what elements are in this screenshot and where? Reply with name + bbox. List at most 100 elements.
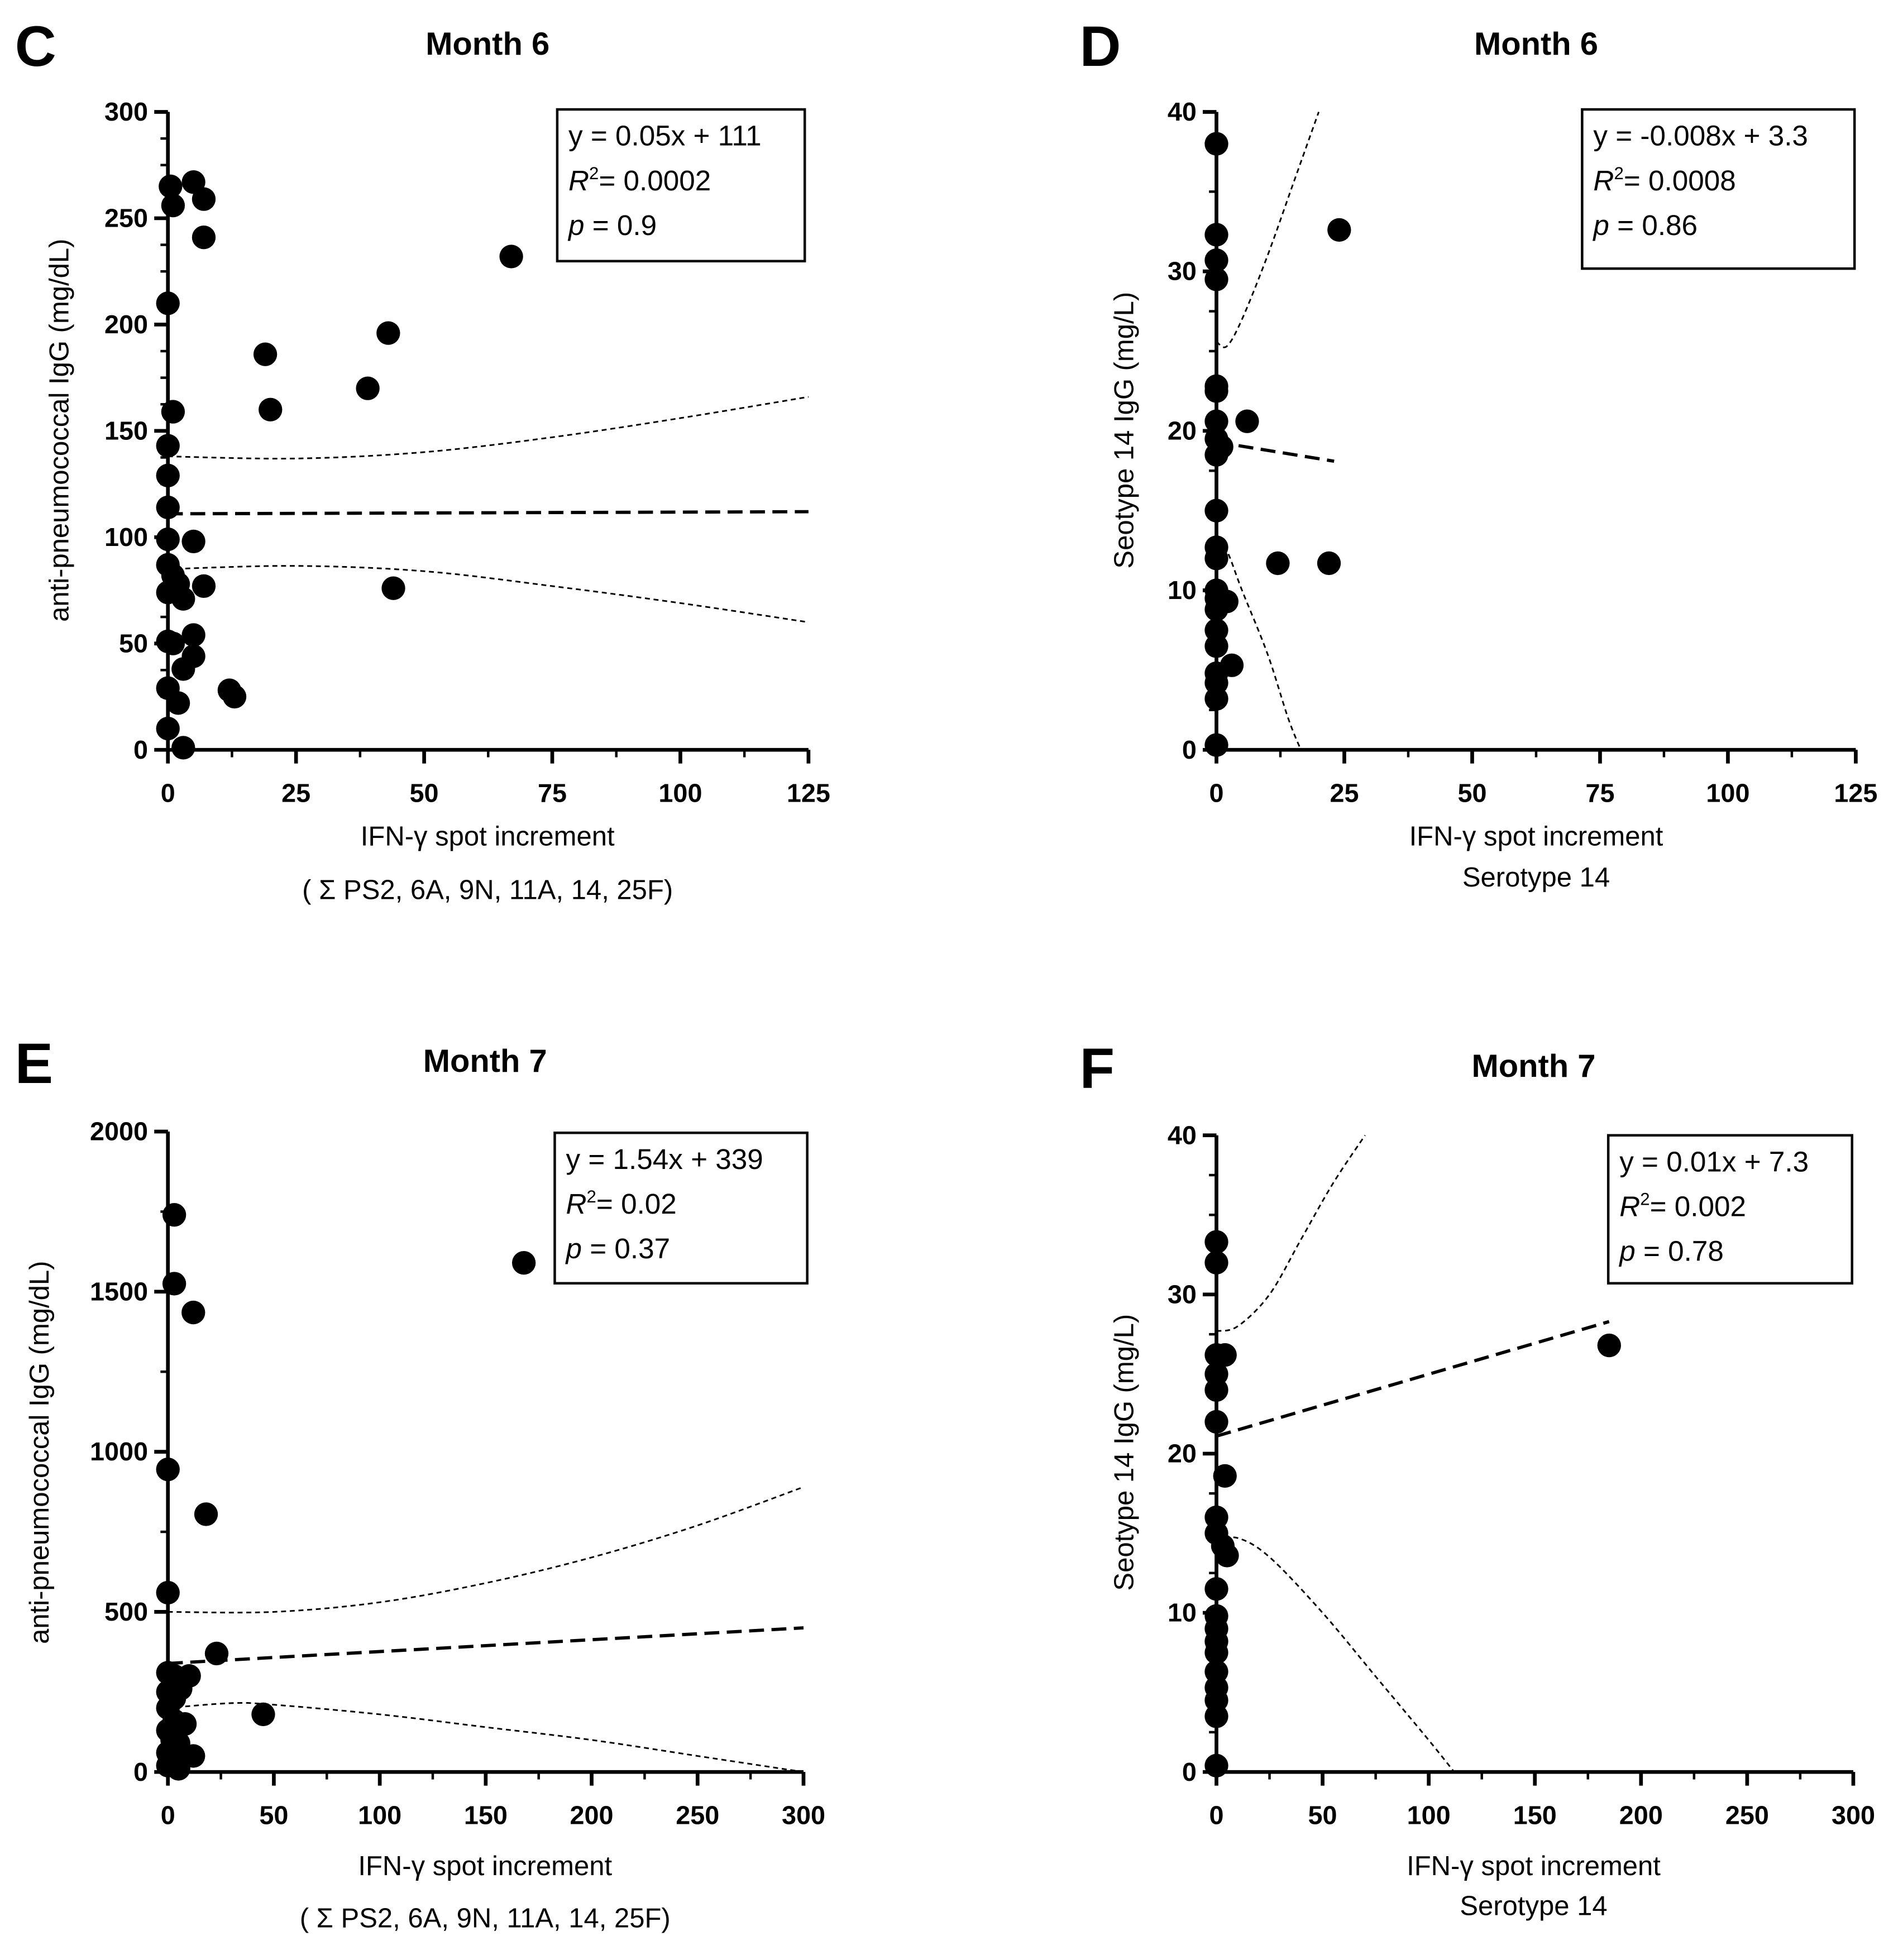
data-point [161, 631, 185, 655]
x-tick-label: 0 [161, 779, 175, 808]
panel-letter: C [15, 13, 56, 79]
data-point [204, 1641, 229, 1666]
r-sup: 2 [589, 162, 599, 183]
data-point [1204, 409, 1228, 433]
ci-lower-curve [168, 1702, 804, 1773]
x-axis-label: IFN-γ spot increment [1409, 821, 1663, 852]
p-value: 0.9 [616, 209, 657, 242]
r-sup: 2 [586, 1186, 596, 1206]
data-point [156, 463, 180, 487]
data-point [1204, 1704, 1228, 1728]
data-point [356, 376, 380, 400]
x-tick-label: 100 [358, 1801, 401, 1830]
data-point [161, 193, 185, 218]
data-point [156, 716, 180, 741]
data-point [376, 321, 400, 345]
y-tick-label: 2000 [90, 1117, 148, 1146]
data-point [181, 170, 205, 194]
y-tick-label: 100 [104, 523, 148, 552]
data-point [156, 1457, 180, 1482]
x-tick-label: 0 [1209, 1801, 1223, 1830]
y-tick-label: 20 [1168, 416, 1197, 445]
data-point [156, 527, 180, 552]
x-axis-sublabel: Serotype 14 [1462, 861, 1610, 893]
eq-sign: = [599, 164, 624, 197]
data-point [499, 245, 523, 269]
eq-sign: = [590, 1232, 615, 1265]
regression-line [1216, 440, 1335, 463]
x-tick-label: 125 [1834, 779, 1877, 808]
x-tick-label: 300 [1832, 1801, 1875, 1830]
x-tick-label: 150 [464, 1801, 508, 1830]
r-symbol: R [568, 164, 589, 197]
r-symbol: R [1593, 164, 1614, 197]
data-point [1204, 248, 1228, 272]
y-tick-label: 0 [1182, 735, 1197, 764]
x-tick-label: 50 [259, 1801, 288, 1830]
p-value: 0.86 [1642, 209, 1698, 242]
data-point [181, 1300, 205, 1325]
data-point [253, 342, 278, 366]
data-point [1204, 1577, 1228, 1601]
data-point [159, 174, 183, 198]
data-point [156, 495, 180, 520]
data-point [1204, 499, 1228, 523]
r-squared-value: 0.0008 [1648, 164, 1736, 197]
data-point [156, 1753, 180, 1777]
y-tick-label: 10 [1168, 576, 1197, 605]
y-tick-label: 40 [1168, 97, 1197, 126]
data-point [1204, 132, 1228, 156]
x-tick-label: 150 [1513, 1801, 1557, 1830]
data-point [1204, 267, 1228, 291]
x-tick-label: 25 [1330, 779, 1359, 808]
data-point [192, 574, 216, 598]
data-point [194, 1502, 218, 1526]
data-point [511, 1251, 536, 1275]
eq-sign: = [596, 1187, 621, 1220]
x-tick-label: 50 [1457, 779, 1486, 808]
x-tick-label: 100 [658, 779, 702, 808]
data-point [1327, 218, 1351, 242]
data-point [1213, 1343, 1237, 1367]
y-tick-label: 20 [1168, 1439, 1197, 1468]
x-axis-sublabel: ( Σ PS2, 6A, 9N, 11A, 14, 25F) [302, 874, 673, 905]
regression-equation: y = -0.008x + 3.3 [1593, 119, 1808, 152]
data-point [1204, 379, 1228, 403]
y-tick-label: 0 [1182, 1757, 1197, 1786]
data-point [169, 1676, 193, 1701]
data-point [1204, 634, 1228, 658]
data-point [1204, 1641, 1228, 1665]
regression-equation: y = 0.05x + 111 [568, 119, 762, 152]
y-tick-label: 0 [133, 735, 148, 764]
chart-title: Month 7 [1471, 1047, 1596, 1085]
r-symbol: R [1619, 1190, 1641, 1223]
panel-letter: E [15, 1031, 54, 1096]
data-point [381, 576, 405, 600]
p-value: 0.37 [614, 1232, 671, 1265]
eq-sign: = [1649, 1190, 1675, 1223]
data-point [156, 434, 180, 458]
regression-equation: y = 0.01x + 7.3 [1619, 1145, 1809, 1178]
data-point [1204, 547, 1228, 571]
data-point [162, 1272, 187, 1296]
p-symbol: p [1619, 1234, 1636, 1267]
data-point [1597, 1333, 1621, 1358]
x-tick-label: 50 [1308, 1801, 1337, 1830]
r-squared-value: 0.002 [1674, 1190, 1746, 1223]
y-tick-label: 40 [1168, 1120, 1197, 1149]
y-tick-label: 0 [133, 1757, 148, 1786]
data-point [251, 1702, 275, 1727]
x-axis-label: IFN-γ spot increment [358, 1850, 613, 1882]
p-value: 0.78 [1668, 1234, 1724, 1267]
x-tick-label: 200 [570, 1801, 614, 1830]
regression-equation: y = 1.54x + 339 [566, 1143, 763, 1175]
p-symbol: p [568, 209, 585, 242]
data-point [162, 1202, 187, 1227]
data-point [1204, 443, 1228, 467]
x-tick-label: 0 [1209, 779, 1223, 808]
data-point [171, 657, 195, 681]
